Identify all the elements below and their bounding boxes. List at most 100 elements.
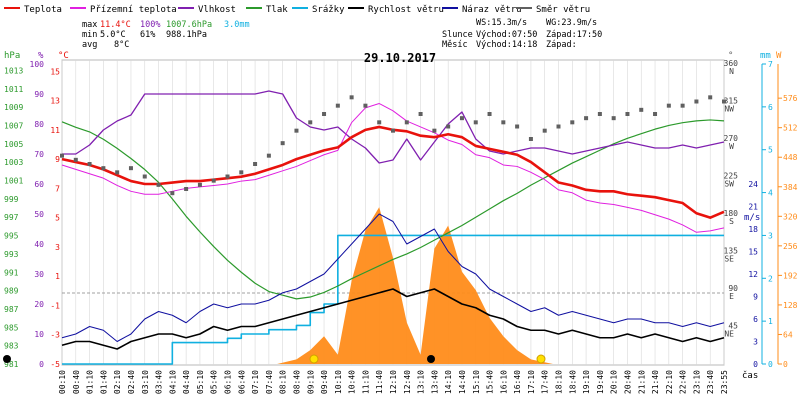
wm2-tick: 0 — [783, 360, 788, 369]
wm2-tick: 64 — [783, 330, 793, 339]
axis-unit-mm: mm — [760, 51, 771, 61]
wind-direction-point — [432, 128, 437, 133]
series-naraz-vetru — [61, 213, 725, 342]
legend-item-smer-vetru: Směr větru — [516, 5, 590, 15]
axis-unit-ms: m/s — [744, 213, 760, 223]
time-tick: 23:10 — [692, 370, 701, 394]
time-tick: 05:40 — [210, 370, 219, 394]
hpa-tick: 999 — [4, 195, 19, 204]
legend-label-teplota: Teplota — [24, 5, 62, 15]
axis-left: 9819839859879899919939959979991001100310… — [4, 60, 60, 369]
dir-cardinal: NW — [724, 105, 734, 114]
time-tick: 18:40 — [568, 370, 577, 394]
dir-tick: 90 — [728, 284, 738, 293]
dir-cardinal: E — [729, 292, 734, 301]
temp-tick: 5 — [55, 214, 60, 223]
wind-direction-point — [542, 128, 547, 133]
stat-max-rain: 3.0mm — [224, 20, 250, 30]
ms-tick: 0 — [753, 360, 758, 369]
moonrise-marker — [427, 355, 435, 363]
legend-item-tlak: Tlak — [246, 5, 288, 15]
time-tick: 10:10 — [334, 370, 343, 394]
time-tick: 12:40 — [403, 370, 412, 394]
pct-tick: 80 — [34, 120, 44, 129]
temp-tick: 13 — [50, 97, 60, 106]
ms-tick: 12 — [748, 270, 758, 279]
temp-tick: -3 — [50, 331, 60, 340]
wind-direction-point — [225, 174, 230, 179]
pct-tick: 20 — [34, 300, 44, 309]
legend-label-naraz-vetru: Náraz větru — [462, 5, 522, 15]
legend-item-naraz-vetru: Náraz větru — [442, 5, 522, 15]
stat-max-hum: 100% — [140, 20, 160, 30]
time-tick: 21:10 — [637, 370, 646, 394]
wm2-tick: 256 — [783, 242, 798, 251]
mm-tick: 7 — [768, 60, 773, 69]
pct-tick: 60 — [34, 180, 44, 189]
time-tick: 11:10 — [361, 370, 370, 394]
hpa-tick: 1001 — [4, 177, 23, 186]
legend-item-srazky: Srážky — [292, 5, 345, 15]
time-tick: 22:10 — [665, 370, 674, 394]
legend-label-vlhkost: Vlhkost — [198, 5, 236, 15]
time-tick: 14:10 — [444, 370, 453, 394]
axis-unit-wm2: W — [776, 51, 782, 61]
time-tick: 00:40 — [72, 370, 81, 394]
stat-max-temp: 11.4°C — [100, 20, 131, 30]
ms-tick: 6 — [753, 315, 758, 324]
mm-tick: 0 — [768, 360, 773, 369]
chart-date: 29.10.2017 — [364, 51, 436, 65]
wind-direction-point — [418, 112, 423, 116]
time-tick: 01:40 — [99, 370, 108, 394]
hpa-tick: 981 — [4, 360, 19, 369]
hpa-tick: 989 — [4, 287, 19, 296]
wind-direction-point — [294, 128, 299, 133]
stat-ws: WS:15.3m/s — [476, 18, 527, 28]
wind-direction-point — [253, 162, 258, 166]
time-tick: 08:40 — [292, 370, 301, 394]
hpa-tick: 1005 — [4, 140, 23, 149]
time-tick: 04:40 — [182, 370, 191, 394]
stats: max 11.4°C 100% 1007.6hPa 3.0mm min 5.0°… — [82, 18, 602, 50]
stat-min-hum: 61% — [140, 30, 155, 40]
wind-direction-point — [280, 141, 285, 146]
legend-label-tlak: Tlak — [266, 5, 288, 15]
time-tick: 03:40 — [155, 370, 164, 394]
dir-cardinal: N — [729, 67, 734, 76]
stat-avg-temp: 8°C — [114, 40, 129, 50]
time-tick: 09:40 — [320, 370, 329, 394]
axis-unit-time: čas — [742, 370, 758, 381]
wind-direction-point — [722, 99, 726, 104]
time-tick: 06:10 — [224, 370, 233, 394]
time-tick: 19:40 — [596, 370, 605, 394]
series-srazky — [62, 234, 724, 365]
dir-tick: 315 — [724, 97, 739, 106]
time-tick: 06:40 — [237, 370, 246, 394]
moon-rise: Východ:14:18 — [476, 40, 537, 50]
time-tick: 00:10 — [58, 370, 67, 394]
wind-direction-point — [446, 124, 451, 129]
wind-direction-point — [156, 182, 161, 187]
temp-tick: 7 — [55, 184, 60, 193]
wm2-tick: 128 — [783, 301, 798, 310]
legend-label-prizemni-teplota: Přízemní teplota — [90, 5, 177, 15]
wind-direction-point — [87, 162, 92, 166]
axis-unit-hpa: hPa — [4, 51, 20, 61]
series-tlak — [61, 119, 725, 300]
time-tick: 15:40 — [486, 370, 495, 394]
pct-tick: 50 — [34, 210, 44, 219]
legend: Teplota Přízemní teplota Vlhkost Tlak Sr… — [2, 2, 798, 15]
dir-tick: 135 — [724, 247, 739, 256]
wind-direction-point — [639, 107, 644, 112]
axis-unit-temp: °C — [58, 51, 69, 61]
wind-direction-point — [556, 124, 561, 129]
moon-set: Západ: — [546, 40, 577, 50]
temp-tick: -1 — [50, 301, 60, 310]
mm-tick: 4 — [768, 189, 773, 198]
temp-tick: 11 — [50, 126, 60, 135]
hpa-tick: 995 — [4, 232, 19, 241]
time-tick: 04:10 — [168, 370, 177, 394]
series-rychlost-vetru — [61, 288, 725, 350]
hpa-tick: 1009 — [4, 103, 23, 112]
sun-rise: Východ:07:50 — [476, 30, 537, 40]
